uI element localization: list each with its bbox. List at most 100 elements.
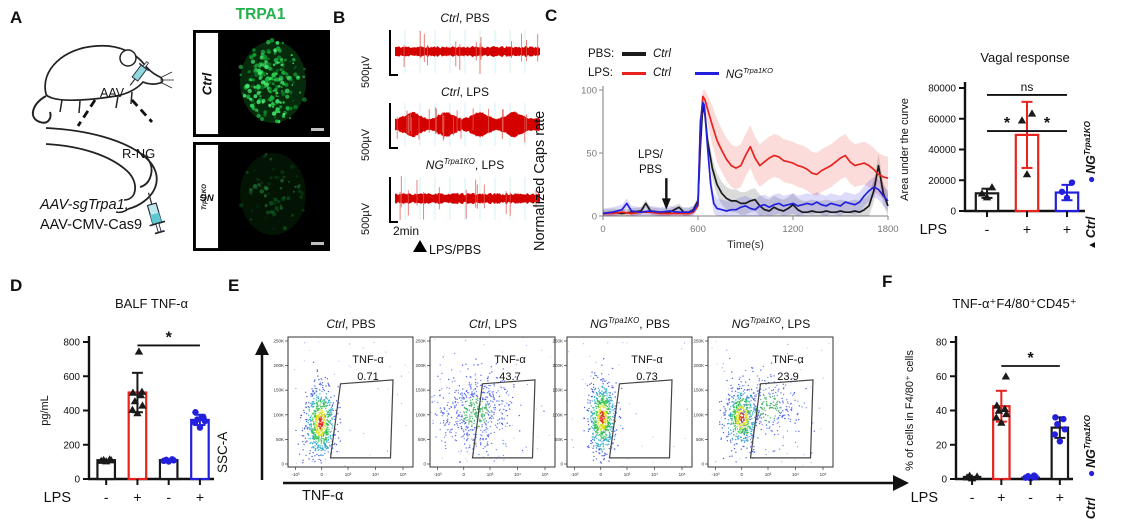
mouse-nerve-schematic: [31, 44, 174, 235]
svg-text:50K: 50K: [555, 437, 563, 442]
micrograph-label-ctrl: Ctrl: [195, 32, 219, 135]
svg-text:0: 0: [74, 475, 80, 486]
svg-text:LPS: LPS: [920, 222, 947, 238]
flow-plot-ctrl-lps: TNF-α 43.7 250K 200K 150K 100K 50K 0 -10³ 0 10³ 10⁴…: [415, 336, 556, 477]
svg-text:250K: 250K: [552, 339, 563, 344]
balf-tnf-bar-chart: BALF TNF-α pg/mL 0 200 400 600 800 - + - + LPS *: [39, 296, 214, 506]
flow-title-4: NGTrpa1KO, LPS: [731, 316, 811, 331]
aav-label: AAV: [100, 86, 125, 100]
ephys-trace-ko-lps: [395, 176, 540, 221]
flow-title-1: Ctrl, PBS: [326, 317, 376, 331]
svg-text:+: +: [1056, 489, 1064, 505]
svg-text:0: 0: [462, 472, 465, 477]
blue-line-swatch: [694, 71, 719, 76]
syringe-icon: [129, 60, 150, 86]
svg-text:50: 50: [586, 149, 597, 160]
scale-bar: [311, 128, 324, 131]
svg-text:10⁴: 10⁴: [792, 472, 799, 477]
trace-title-1: Ctrl, PBS: [440, 11, 490, 25]
svg-text:100K: 100K: [415, 412, 426, 417]
svg-text:0: 0: [560, 462, 563, 467]
ganglion-image-dim: [239, 152, 306, 235]
svg-text:20: 20: [936, 440, 948, 451]
svg-text:100K: 100K: [552, 412, 563, 417]
panel-letter-b: B: [333, 8, 346, 27]
svg-text:10³: 10³: [345, 472, 352, 477]
tnf-x-axis-label: TNF-α: [302, 488, 344, 504]
svg-text:60: 60: [936, 372, 948, 383]
svg-text:100: 100: [581, 86, 597, 97]
svg-text:10⁴: 10⁴: [372, 472, 379, 477]
svg-text:TNF-α: TNF-α: [352, 354, 384, 366]
flow-plot-ctrl-pbs: TNF-α 0.71 250K 200K 150K 100K 50K 0 -10³ 0 10³ 10⁴…: [273, 336, 414, 477]
panel-letter-a: A: [10, 8, 23, 27]
svg-text:-: -: [985, 221, 990, 237]
svg-text:43.7: 43.7: [499, 371, 520, 383]
svg-text:-10³: -10³: [711, 472, 720, 477]
svg-text:10³: 10³: [487, 472, 494, 477]
ssc-a-axis-label: SSC-A: [215, 431, 230, 473]
svg-text:200: 200: [63, 440, 80, 451]
svg-text:-: -: [166, 489, 171, 505]
svg-text:% of cells in F4/80⁺ cells: % of cells in F4/80⁺ cells: [904, 350, 916, 471]
svg-text:-10³: -10³: [433, 472, 442, 477]
svg-text:*: *: [1004, 115, 1011, 132]
svg-text:250K: 250K: [693, 339, 704, 344]
svg-text:100K: 100K: [693, 412, 704, 417]
svg-text:50K: 50K: [276, 437, 284, 442]
flow-plot-ko-pbs: TNF-α 0.73 250K 200K 150K 100K 50K 0 -10³ 0 10³ 10⁴…: [552, 336, 693, 477]
svg-text:-10³: -10³: [291, 472, 300, 477]
construct-label-line2: AAV-CMV-Cas9: [40, 217, 143, 233]
svg-text:ns: ns: [1021, 80, 1034, 94]
svg-text:0: 0: [423, 462, 426, 467]
svg-text:+: +: [997, 489, 1005, 505]
svg-text:600: 600: [63, 372, 80, 383]
dashed-connector-right: [130, 99, 154, 123]
svg-text:pg/mL: pg/mL: [39, 395, 51, 426]
stimulus-label: LPS/PBS: [429, 243, 482, 257]
time-scale-label: 2min: [393, 224, 420, 238]
svg-text:0: 0: [600, 224, 605, 235]
up-arrowhead: [255, 341, 269, 355]
flow-title-3: NGTrpa1KO, PBS: [590, 316, 670, 331]
legend-ctrl: ▲Ctrl: [1084, 216, 1098, 250]
flow-title-2: Ctrl, LPS: [468, 317, 518, 331]
micrograph-label-ko: NG Trpa1KO: [195, 144, 219, 249]
panel-letter-f: F: [882, 272, 893, 291]
svg-text:TNF-α: TNF-α: [494, 354, 526, 366]
svg-text:0.71: 0.71: [357, 371, 378, 383]
svg-text:Time(s): Time(s): [727, 239, 764, 251]
svg-text:Vagal response: Vagal response: [980, 50, 1069, 65]
svg-text:0: 0: [281, 462, 284, 467]
svg-text:BALF TNF-α: BALF TNF-α: [115, 296, 188, 311]
svg-text:+: +: [1023, 221, 1031, 237]
svg-text:TNF-α: TNF-α: [772, 354, 804, 366]
svg-text:0.73: 0.73: [636, 371, 657, 383]
svg-text:10³: 10³: [765, 472, 772, 477]
micrograph-ctrl: Ctrl: [193, 30, 330, 137]
svg-text:0: 0: [740, 472, 743, 477]
caps-rate-y-axis-label: Normalized Caps rate: [532, 110, 548, 251]
svg-text:50K: 50K: [418, 437, 426, 442]
svg-text:0: 0: [599, 472, 602, 477]
ganglion-image-bright: [238, 38, 307, 124]
svg-text:1200: 1200: [782, 224, 803, 235]
svg-text:LPS: LPS: [911, 490, 938, 506]
legend-ng-trpa1ko: ●NGTrpa1KO: [1082, 415, 1098, 478]
voltage-scale-label: 500µV: [360, 202, 372, 235]
panel-letter-e: E: [228, 276, 240, 295]
svg-text:80: 80: [936, 338, 948, 349]
vagal-response-bar-chart: Vagal response Area under the curve 0 20000…: [899, 50, 1085, 238]
blue-circle-marker: ●: [1084, 175, 1098, 184]
svg-text:600: 600: [690, 224, 706, 235]
svg-text:0: 0: [950, 207, 956, 218]
blue-circle-marker: ●: [1084, 469, 1098, 478]
svg-text:10⁴: 10⁴: [514, 472, 521, 477]
stain-title: TRPA1: [235, 6, 286, 23]
svg-text:-10³: -10³: [570, 472, 579, 477]
panel-letter-c: C: [545, 6, 558, 25]
svg-text:150K: 150K: [415, 388, 426, 393]
scale-bracket: [389, 103, 398, 149]
syringe-icon: [146, 192, 166, 235]
svg-text:400: 400: [63, 406, 80, 417]
